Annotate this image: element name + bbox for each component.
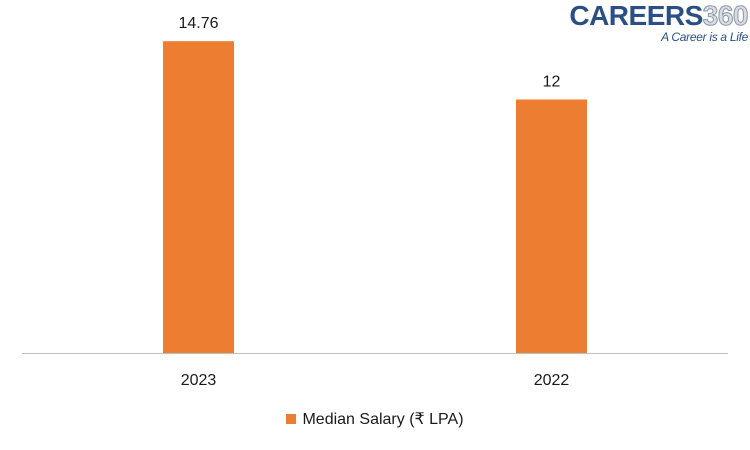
chart-legend: Median Salary (₹ LPA) xyxy=(0,409,750,429)
logo-wordmark: CAREERS360 xyxy=(569,0,749,31)
x-tick-labels-group: 2023 2022 xyxy=(181,372,570,389)
data-label-2022: 12 xyxy=(543,74,561,91)
bars-group xyxy=(163,41,587,353)
data-label-2023: 14.76 xyxy=(178,15,218,32)
x-tick-label-2022: 2022 xyxy=(534,372,570,389)
logo-tagline: A Career is a Life xyxy=(661,30,748,44)
legend-label: Median Salary (₹ LPA) xyxy=(302,411,464,428)
x-tick-label-2023: 2023 xyxy=(181,372,217,389)
legend-swatch xyxy=(286,414,297,424)
bar-2022 xyxy=(516,99,587,353)
careers360-logo: CAREERS360 A Career is a Life xyxy=(569,0,749,44)
logo-number: 360 xyxy=(702,0,749,31)
logo-brand: CAREERS xyxy=(569,0,703,31)
bar-2023 xyxy=(163,41,234,353)
data-labels-group: 14.76 12 xyxy=(178,15,560,90)
